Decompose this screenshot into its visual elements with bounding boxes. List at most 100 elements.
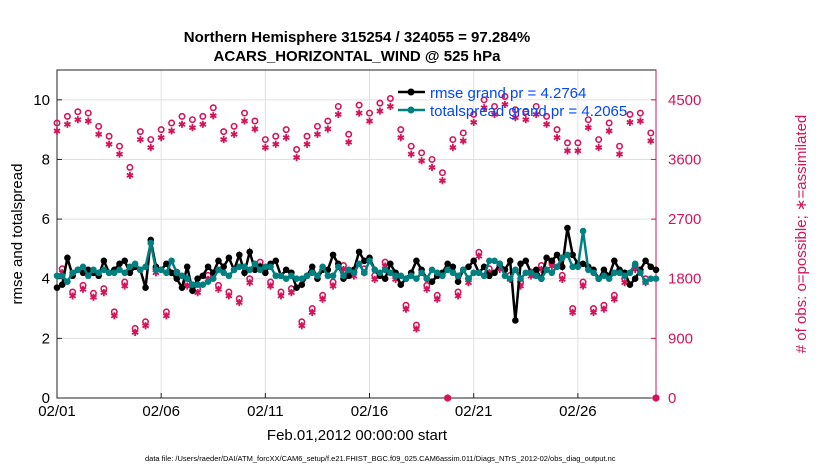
obs-assimilated-marker <box>126 171 134 179</box>
obs-possible-marker <box>188 116 196 124</box>
obs-possible-marker <box>116 142 124 150</box>
obs-possible-marker <box>95 122 103 130</box>
spread-marker <box>631 260 639 268</box>
obs-assimilated-marker <box>110 312 118 320</box>
obs-possible-marker <box>293 146 301 154</box>
spread-marker <box>454 272 462 280</box>
spread-marker <box>475 269 483 277</box>
obs-assimilated-marker <box>303 140 311 148</box>
rmse-marker <box>444 260 451 268</box>
rmse-marker <box>241 269 248 277</box>
rmse-marker <box>600 266 608 274</box>
obs-assimilated-marker <box>407 150 415 158</box>
rmse-marker <box>64 254 71 262</box>
obs-assimilated-marker <box>141 322 150 330</box>
spread-marker <box>590 269 597 277</box>
obs-assimilated-marker <box>615 150 624 158</box>
obs-assimilated-marker <box>449 143 457 152</box>
spread-marker <box>74 266 82 274</box>
spread-marker <box>121 269 129 277</box>
obs-assimilated-marker <box>69 292 77 300</box>
spread-marker <box>558 254 566 262</box>
spread-marker <box>147 239 155 247</box>
spread-marker <box>334 263 342 271</box>
obs-possible-marker <box>386 94 394 102</box>
obs-assimilated-marker <box>178 120 186 128</box>
spread-marker <box>90 266 97 274</box>
obs-assimilated-marker <box>558 275 566 283</box>
left-y-tick-label: 8 <box>42 151 50 168</box>
obs-assimilated-marker <box>100 289 108 297</box>
x-tick-label: 02/21 <box>455 403 493 420</box>
left-y-tick-label: 6 <box>42 211 50 228</box>
obs-possible-marker <box>595 136 603 144</box>
obs-possible-marker <box>470 110 478 118</box>
left-y-axis-ticks: 0 2 4 6 8 10 <box>33 92 62 407</box>
rmse-marker <box>215 257 222 265</box>
left-y-tick-label: 2 <box>42 330 50 347</box>
obs-assimilated-marker <box>230 130 238 138</box>
rmse-marker <box>308 263 316 271</box>
spread-marker <box>402 275 410 283</box>
spread-marker <box>381 266 389 274</box>
obs-assimilated-marker <box>376 107 384 115</box>
spread-marker <box>626 269 634 277</box>
spread-marker <box>137 266 144 274</box>
spread-marker <box>584 266 592 274</box>
spread-marker <box>548 269 556 277</box>
obs-assimilated-marker <box>308 308 316 317</box>
rmse-marker <box>100 257 108 265</box>
rmse-marker <box>491 269 498 277</box>
obs-assimilated-marker <box>595 143 603 152</box>
spread-marker <box>418 269 425 277</box>
spread-marker <box>600 272 608 280</box>
rmse-marker <box>53 284 61 291</box>
obs-assimilated-marker <box>261 143 269 152</box>
rmse-marker <box>631 275 639 283</box>
spread-marker <box>236 263 243 271</box>
obs-assimilated-marker <box>626 118 634 126</box>
obs-possible-marker <box>136 128 144 136</box>
obs-assimilated-marker <box>319 295 327 303</box>
rmse-marker <box>428 278 436 286</box>
spread-marker <box>397 272 405 280</box>
obs-possible-marker <box>178 112 186 120</box>
spread-marker <box>459 266 467 274</box>
spread-marker <box>105 269 113 277</box>
obs-assimilated-marker <box>532 110 540 118</box>
spread-marker <box>267 263 274 271</box>
obs-assimilated-marker <box>345 138 353 146</box>
obs-assimilated-marker <box>199 120 207 128</box>
obs-assimilated-marker <box>459 137 467 145</box>
rmse-marker <box>58 281 66 288</box>
spread-marker <box>553 263 561 271</box>
spread-marker <box>486 257 493 265</box>
obs-assimilated-marker <box>105 140 113 148</box>
spread-marker <box>340 272 347 280</box>
spread-marker <box>611 269 618 277</box>
obs-possible-marker <box>157 126 165 134</box>
left-y-tick-label: 4 <box>42 271 50 288</box>
spread-marker <box>444 266 451 274</box>
rmse-marker <box>569 251 576 259</box>
x-tick-label: 02/06 <box>142 403 180 420</box>
rmse-marker <box>225 254 233 262</box>
x-axis-ticks: 02/01 02/06 02/11 02/16 02/21 02/26 <box>38 393 597 420</box>
spread-marker <box>501 272 509 280</box>
spread-marker <box>652 275 660 283</box>
spread-marker <box>355 260 363 268</box>
spread-marker <box>496 260 504 268</box>
obs-assimilated-marker <box>287 289 295 297</box>
rmse-marker <box>579 260 587 268</box>
obs-assimilated-marker <box>334 110 342 118</box>
spread-marker <box>209 275 217 283</box>
spread-marker <box>522 269 530 277</box>
spread-marker <box>84 272 92 280</box>
obs-possible-marker <box>428 155 436 163</box>
obs-assimilated-marker <box>157 133 165 142</box>
rmse-marker <box>397 281 405 288</box>
obs-possible-marker <box>209 104 217 112</box>
obs-assimilated-marker <box>402 305 410 313</box>
spread-marker <box>199 281 207 288</box>
spread-marker <box>532 272 540 280</box>
